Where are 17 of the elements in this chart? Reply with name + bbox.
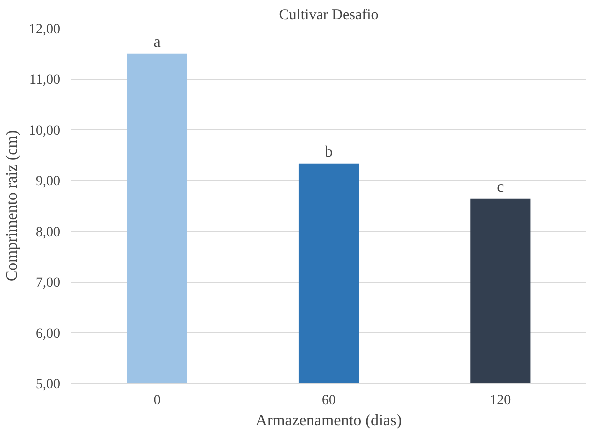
chart-title: Cultivar Desafio bbox=[279, 8, 379, 24]
y-axis-title: Comprimento raiz (cm) bbox=[4, 130, 21, 282]
x-tick-label: 120 bbox=[490, 394, 512, 408]
y-tick-label: 12,00 bbox=[29, 22, 60, 38]
annotation: b bbox=[325, 144, 333, 161]
y-tick-label: 7,00 bbox=[36, 276, 60, 292]
y-tick-label: 6,00 bbox=[36, 326, 60, 342]
annotation: a bbox=[154, 34, 161, 51]
y-tick-label: 11,00 bbox=[30, 73, 61, 88]
y-tick-label: 9,00 bbox=[36, 174, 60, 190]
x-tick-label: 0 bbox=[154, 394, 161, 408]
annotation: c bbox=[497, 178, 504, 196]
x-axis-title: Armazenamento (dias) bbox=[256, 412, 402, 430]
y-tick-label: 8,00 bbox=[36, 225, 60, 240]
y-tick-label: 10,00 bbox=[29, 124, 60, 139]
x-tick-label: 60 bbox=[322, 394, 336, 408]
y-tick-label: 5,00 bbox=[36, 378, 60, 392]
